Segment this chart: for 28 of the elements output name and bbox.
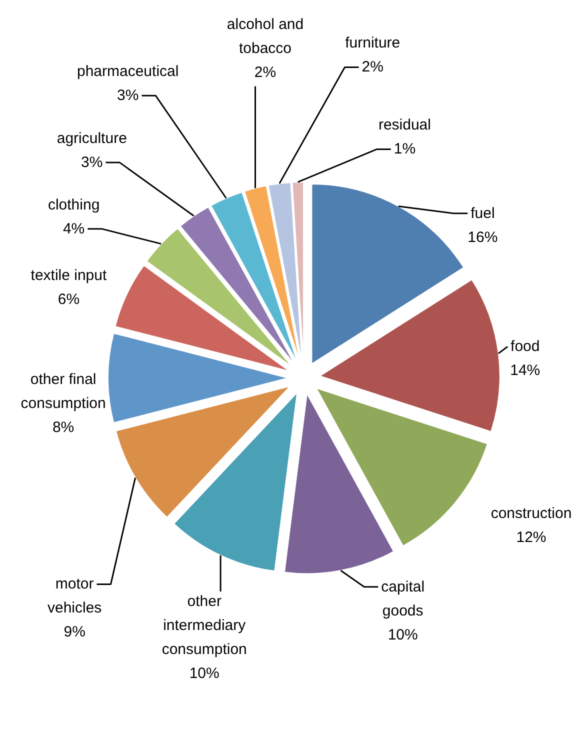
data-label: 10% (388, 626, 418, 644)
data-label: 3% (81, 154, 103, 172)
slice-label: construction (490, 505, 572, 522)
slice-label: fuel (470, 204, 495, 222)
data-label: 10% (189, 665, 220, 682)
slice-label: other intermediary consumption (162, 593, 247, 658)
slice-label: capital goods (381, 578, 425, 620)
data-label: 2% (254, 64, 276, 81)
slice-label: clothing (48, 196, 100, 214)
data-label: 2% (362, 58, 384, 76)
data-label: 14% (510, 362, 540, 380)
slice-label: alcohol and tobacco (226, 16, 304, 57)
data-label: 3% (117, 87, 139, 104)
data-label: 4% (62, 220, 85, 238)
data-label: 16% (468, 228, 498, 246)
slice-label: textile input (30, 267, 108, 284)
data-label: 6% (58, 291, 80, 308)
slice-label: agriculture (56, 130, 127, 148)
data-label: 1% (394, 140, 416, 158)
slice-label: other final consumption (20, 370, 106, 412)
slice-label: food (510, 338, 540, 356)
data-label: 9% (64, 624, 86, 641)
slice-label: furniture (345, 34, 400, 52)
data-label: 12% (516, 529, 546, 546)
slice-label: motor vehicles (47, 576, 102, 617)
data-label: 8% (52, 418, 74, 436)
slice-label: pharmaceutical (76, 63, 179, 80)
slice-label: residual (378, 116, 431, 134)
